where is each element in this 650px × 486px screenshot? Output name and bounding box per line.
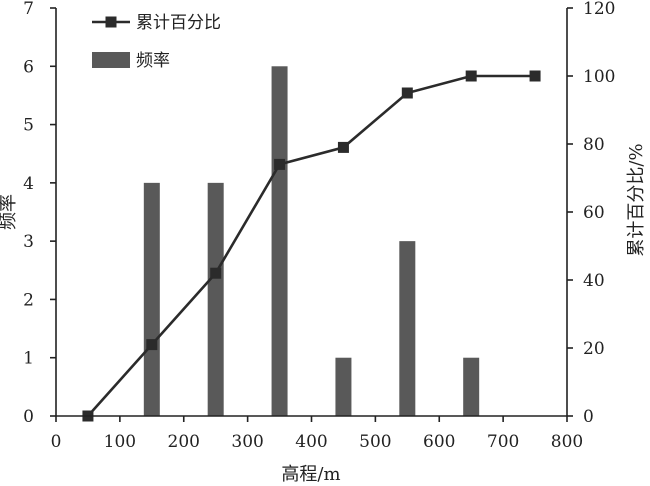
line-point [465,70,477,82]
x-tick-label: 200 [168,432,200,452]
y-axis-title: 频率 [0,194,19,230]
line-point [337,141,349,153]
legend-line-marker [105,16,117,28]
bar [207,182,224,416]
bar [399,241,416,416]
y-tick-label: 7 [23,0,34,19]
x-tick-label: 700 [487,432,519,452]
bar [143,182,160,416]
frequency-bars [143,66,480,417]
y-tick-label: 0 [23,407,34,427]
x-tick-label: 400 [295,432,327,452]
x-tick-label: 800 [551,432,583,452]
axes: 0 100 200 300 400 500 600 700 800012345670204060… [23,0,615,452]
legend-bar-swatch [92,52,130,68]
line-point [210,267,222,279]
x-tick-label: 0 [51,432,62,452]
cumulative-line-path [86,74,536,417]
y2-tick-label: 60 [583,203,605,223]
bar [271,66,288,417]
y-tick-label: 6 [23,57,34,77]
bar [463,357,480,416]
y-tick-label: 5 [23,116,34,136]
line-point [529,70,541,82]
y-tick-label: 2 [23,290,34,310]
legend-label: 频率 [136,51,170,71]
y-tick-label: 3 [23,232,34,252]
y2-tick-label: 0 [583,407,594,427]
legend-label: 累计百分比 [136,13,221,33]
line-point [401,87,413,99]
bar [335,357,352,416]
y2-tick-label: 100 [583,67,615,87]
y2-axis-title: 累计百分比/% [626,143,647,256]
x-tick-label: 500 [359,432,391,452]
y2-tick-label: 120 [583,0,615,19]
y2-tick-label: 80 [583,135,605,155]
line-point [274,158,286,170]
x-tick-label: 600 [423,432,455,452]
y2-tick-label: 20 [583,339,605,359]
y-tick-label: 1 [23,349,34,369]
line-point [146,339,158,351]
x-tick-label: 300 [231,432,263,452]
x-tick-label: 100 [104,432,136,452]
y2-tick-label: 40 [583,271,605,291]
y-tick-label: 4 [23,174,34,194]
x-axis-title: 高程/m [281,464,340,485]
